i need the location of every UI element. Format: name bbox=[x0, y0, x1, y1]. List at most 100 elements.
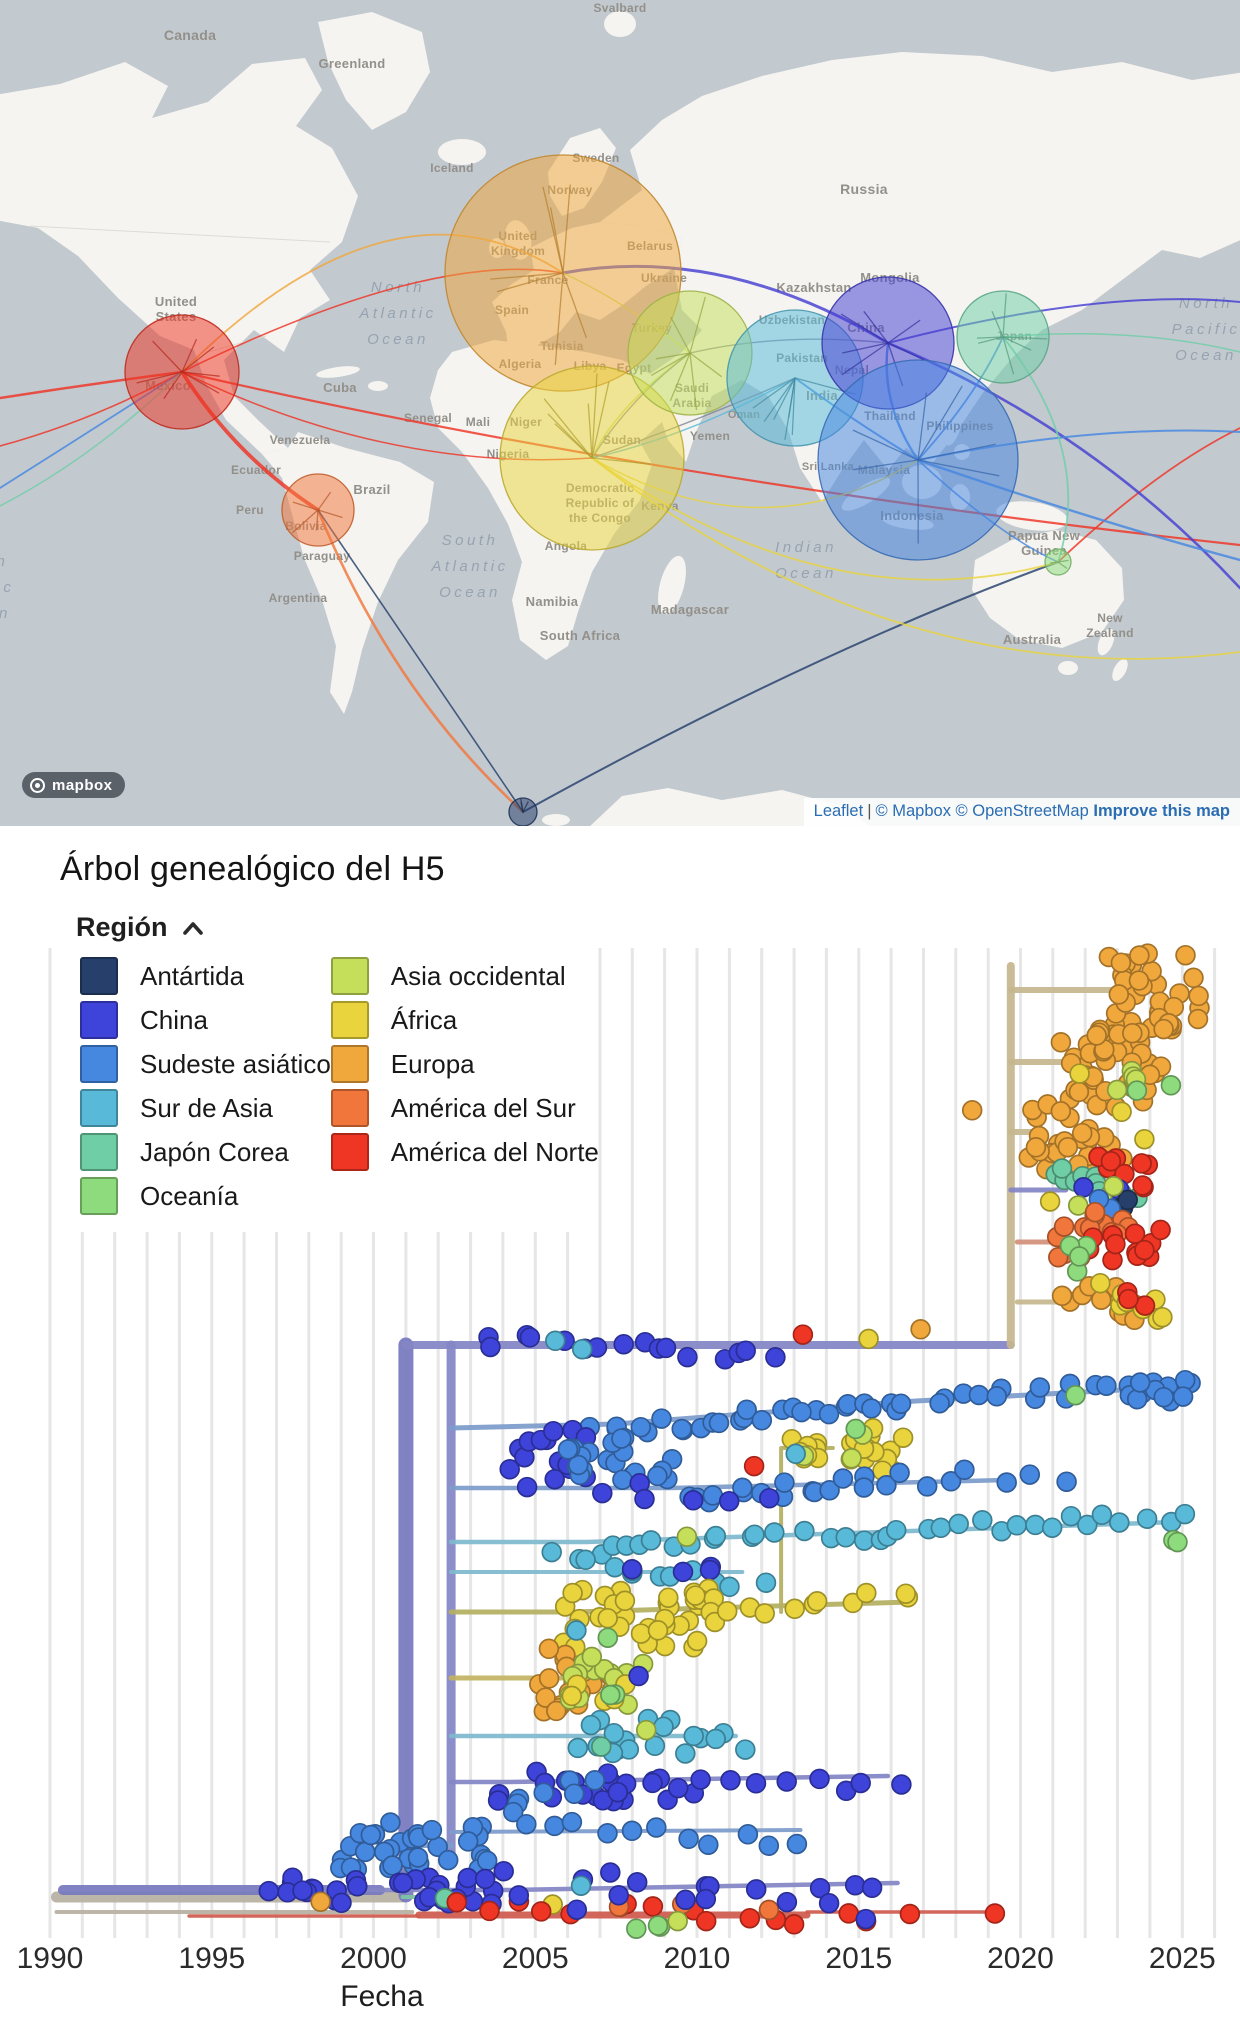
tree-tip-af[interactable] bbox=[1090, 1272, 1111, 1294]
tree-tip-cn[interactable] bbox=[258, 1880, 280, 1902]
tree-tip-am[interactable] bbox=[743, 1455, 765, 1477]
tree-tip-se[interactable] bbox=[630, 1416, 652, 1438]
tree-tip-oc[interactable] bbox=[1160, 1075, 1182, 1096]
tree-tip-se[interactable] bbox=[818, 1403, 840, 1425]
tree-tip-cn[interactable] bbox=[480, 1336, 501, 1358]
tree-tip-cn[interactable] bbox=[592, 1482, 613, 1504]
tree-tip-cn[interactable] bbox=[655, 1337, 677, 1359]
tree-tip-se[interactable] bbox=[1056, 1471, 1077, 1492]
tree-tip-cn[interactable] bbox=[675, 1889, 696, 1911]
tree-tip-sa[interactable] bbox=[644, 1735, 666, 1757]
tree-tip-cn[interactable] bbox=[776, 1771, 797, 1792]
tree-tip-eu[interactable] bbox=[1129, 945, 1150, 966]
tree-tip-se[interactable] bbox=[407, 1847, 429, 1868]
tree-tip-af[interactable] bbox=[754, 1603, 775, 1624]
tree-tip-eu[interactable] bbox=[538, 1668, 560, 1689]
tree-tip-se[interactable] bbox=[968, 1384, 990, 1406]
tree-tip-se[interactable] bbox=[791, 1401, 812, 1423]
region-filter-toggle[interactable]: Región bbox=[76, 912, 204, 943]
tree-tip-ao[interactable] bbox=[1067, 1195, 1089, 1216]
tree-tip-se[interactable] bbox=[584, 1770, 606, 1791]
tree-tip-cn[interactable] bbox=[457, 1867, 479, 1889]
tree-tip-se[interactable] bbox=[1096, 1375, 1117, 1396]
legend-item-oc[interactable]: Oceanía bbox=[80, 1177, 331, 1215]
tree-tip-sa[interactable] bbox=[930, 1517, 952, 1539]
tree-tip-se[interactable] bbox=[651, 1408, 672, 1429]
tree-tip-eu[interactable] bbox=[1183, 967, 1204, 989]
tree-tip-am[interactable] bbox=[792, 1324, 814, 1345]
tree-tip-sa[interactable] bbox=[705, 1728, 726, 1750]
world-map[interactable]: CanadaGreenlandIcelandSvalbardSwedenNorw… bbox=[0, 0, 1240, 826]
tree-tip-eu[interactable] bbox=[1086, 1025, 1107, 1046]
tree-tip-se[interactable] bbox=[736, 1399, 757, 1421]
tree-tip-jc[interactable] bbox=[1051, 1158, 1073, 1179]
tree-tip-se[interactable] bbox=[1019, 1464, 1041, 1485]
tree-tip-sa[interactable] bbox=[683, 1725, 704, 1747]
tree-tip-cn[interactable] bbox=[508, 1885, 530, 1906]
tree-tip-ao[interactable] bbox=[676, 1526, 698, 1547]
tree-tip-as[interactable] bbox=[1084, 1201, 1106, 1223]
tree-tip-sa[interactable] bbox=[1060, 1505, 1082, 1527]
tree-tip-cn[interactable] bbox=[844, 1874, 866, 1896]
tree-tip-se[interactable] bbox=[774, 1472, 795, 1493]
tree-tip-af[interactable] bbox=[561, 1685, 583, 1707]
tree-tip-se[interactable] bbox=[889, 1462, 910, 1484]
tree-tip-cn[interactable] bbox=[626, 1872, 648, 1893]
tree-tip-se[interactable] bbox=[940, 1471, 962, 1492]
tree-tip-se[interactable] bbox=[544, 1815, 565, 1837]
tree-tip-cn[interactable] bbox=[745, 1773, 767, 1794]
tree-tip-eu[interactable] bbox=[1153, 1018, 1174, 1040]
tree-tip-sa[interactable] bbox=[541, 1541, 562, 1563]
legend-item-eu[interactable]: Europa bbox=[330, 1045, 599, 1083]
tree-tip-sa[interactable] bbox=[566, 1620, 587, 1641]
tree-tip-se[interactable] bbox=[360, 1824, 382, 1846]
tree-tip-af[interactable] bbox=[806, 1591, 828, 1612]
tree-tip-ao[interactable] bbox=[581, 1646, 603, 1668]
tree-tip-cn[interactable] bbox=[642, 1772, 663, 1794]
tree-tip-se[interactable] bbox=[876, 1475, 897, 1496]
tree-tip-eu[interactable] bbox=[1108, 984, 1130, 1005]
tree-tip-se[interactable] bbox=[861, 1398, 882, 1419]
tree-tip-cn[interactable] bbox=[745, 1879, 767, 1900]
tree-tip-af[interactable] bbox=[562, 1582, 583, 1604]
tree-tip-cn[interactable] bbox=[891, 1774, 912, 1795]
tree-tip-se[interactable] bbox=[832, 1468, 854, 1489]
tree-tip-ao[interactable] bbox=[635, 1719, 657, 1741]
tree-tip-cn[interactable] bbox=[677, 1346, 698, 1368]
tree-tip-af[interactable] bbox=[858, 1328, 879, 1350]
tree-tip-am[interactable] bbox=[984, 1903, 1006, 1924]
tree-tip-sa[interactable] bbox=[1006, 1515, 1028, 1536]
tree-tip-se[interactable] bbox=[557, 1439, 579, 1460]
tree-tip-sa[interactable] bbox=[640, 1530, 662, 1551]
tree-tip-am[interactable] bbox=[1132, 1175, 1153, 1196]
tree-tip-cn[interactable] bbox=[392, 1872, 414, 1894]
tree-tip-sa[interactable] bbox=[785, 1443, 806, 1465]
tree-tip-oc[interactable] bbox=[1126, 1080, 1148, 1101]
tree-tip-sa[interactable] bbox=[1041, 1517, 1063, 1538]
tree-tip-am[interactable] bbox=[1124, 1223, 1146, 1244]
mapbox-logo[interactable]: mapbox bbox=[22, 772, 125, 798]
tree-tip-se[interactable] bbox=[516, 1813, 537, 1835]
tree-tip-as[interactable] bbox=[758, 1899, 780, 1921]
tree-tip-sa[interactable] bbox=[1077, 1514, 1098, 1536]
tree-tip-cn[interactable] bbox=[776, 1891, 798, 1913]
tree-tip-am[interactable] bbox=[642, 1896, 664, 1917]
tree-tip-cn[interactable] bbox=[543, 1420, 564, 1442]
tree-tip-cn[interactable] bbox=[1073, 1177, 1094, 1198]
tree-tip-cn[interactable] bbox=[672, 1561, 694, 1583]
tree-tip-sa[interactable] bbox=[675, 1743, 696, 1764]
tree-tip-as[interactable] bbox=[1053, 1216, 1075, 1237]
tree-tip-cn[interactable] bbox=[682, 1490, 704, 1511]
tree-tip-eu[interactable] bbox=[1068, 1081, 1090, 1103]
tree-tip-sa[interactable] bbox=[705, 1525, 727, 1547]
tree-tip-se[interactable] bbox=[751, 1410, 773, 1431]
tree-tip-eu[interactable] bbox=[1110, 952, 1132, 973]
tree-tip-se[interactable] bbox=[561, 1811, 583, 1833]
legend-item-jc[interactable]: Japón Corea bbox=[80, 1133, 331, 1171]
tree-tip-an[interactable] bbox=[1117, 1189, 1138, 1211]
tree-tip-af[interactable] bbox=[597, 1607, 618, 1629]
tree-tip-cn[interactable] bbox=[855, 1908, 877, 1930]
tree-tip-oc[interactable] bbox=[597, 1627, 619, 1648]
tree-tip-sa[interactable] bbox=[794, 1520, 815, 1542]
tree-tip-cn[interactable] bbox=[809, 1768, 830, 1790]
